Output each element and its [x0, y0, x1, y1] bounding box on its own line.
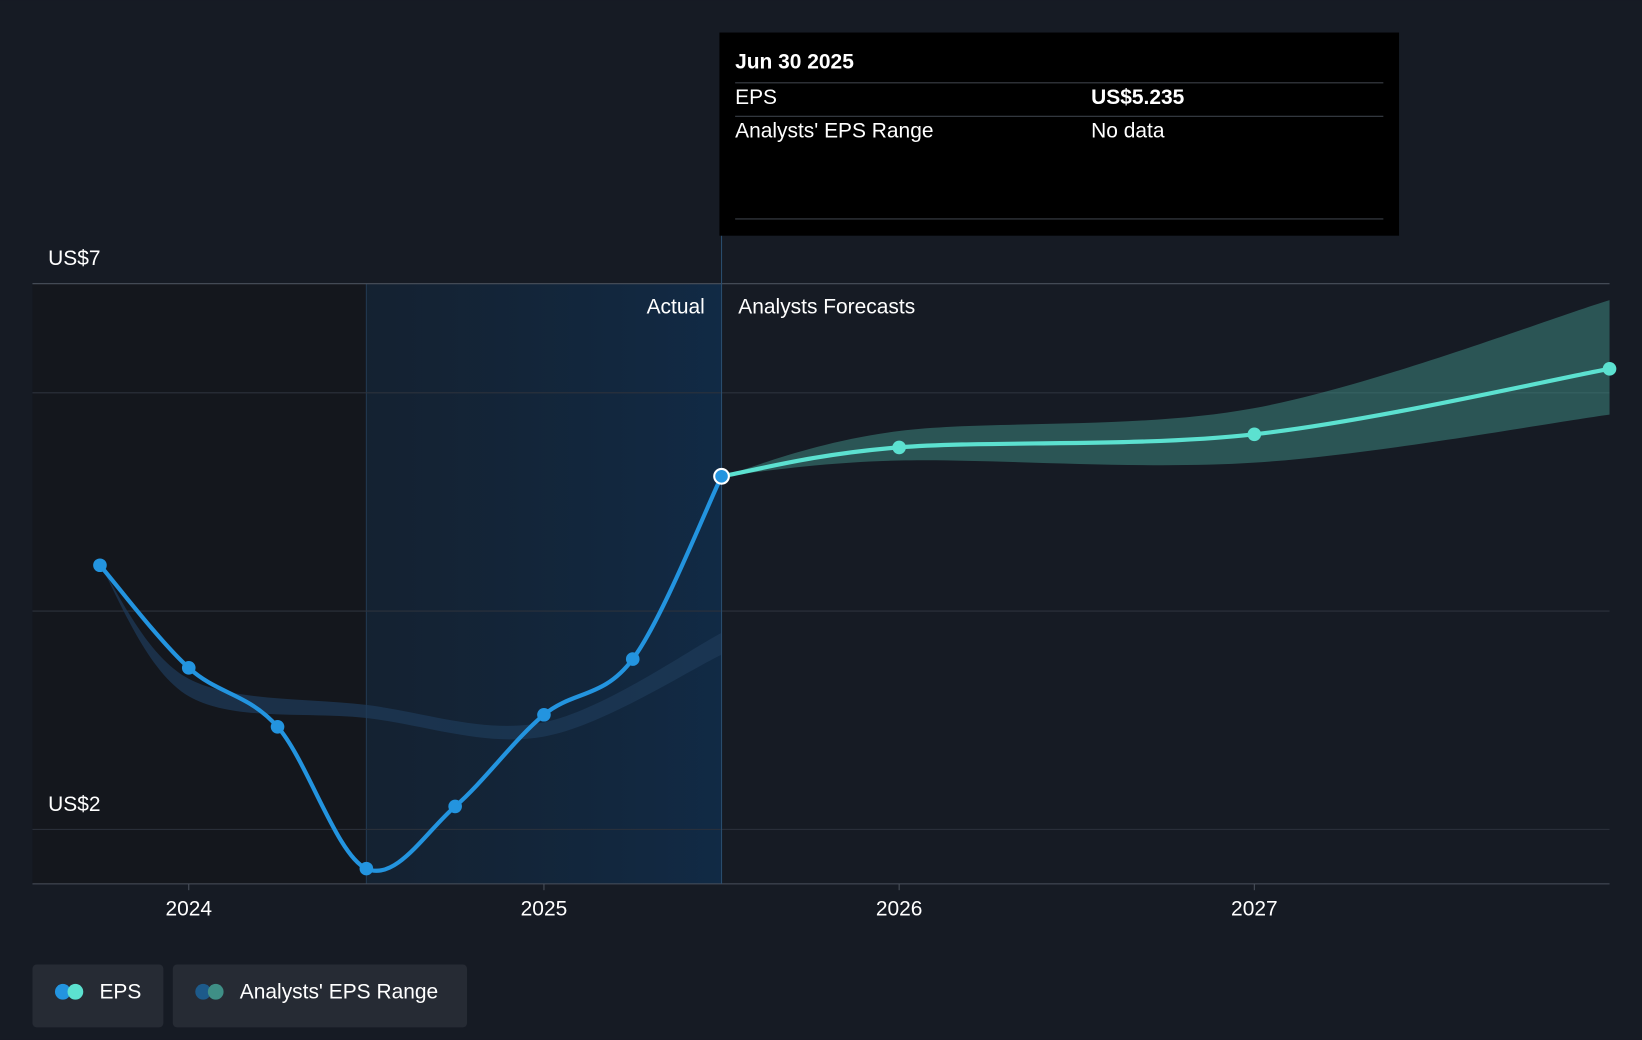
legend-item[interactable]: Analysts' EPS Range [172, 964, 468, 1028]
tooltip-value: No data [1091, 120, 1165, 143]
eps-forecast-point [1247, 427, 1262, 442]
eps-forecast-line [721, 366, 1610, 479]
y-tick-label: US$2 [48, 793, 100, 816]
legend-swatch [54, 983, 71, 1000]
tooltip-label: Analysts' EPS Range [735, 120, 933, 143]
eps-point [359, 861, 374, 876]
eps-point [448, 799, 462, 814]
y-tick-label: US$7 [48, 247, 100, 270]
legend-label: Analysts' EPS Range [240, 980, 438, 1003]
eps-point [537, 707, 551, 722]
x-tick-label: 2025 [521, 898, 568, 921]
legend-label: EPS [99, 980, 141, 1003]
legend-item[interactable]: EPS [32, 964, 164, 1028]
tooltip: Jun 30 2025 EPS US$5.235 Analysts' EPS Rang… [719, 32, 1400, 236]
legend-box [32, 964, 164, 1028]
x-tick-label: 2026 [876, 898, 923, 921]
eps-point [625, 652, 640, 666]
tooltip-label: EPS [735, 86, 777, 109]
eps-range-band [721, 300, 1610, 477]
tooltip-value: US$5.235 [1091, 86, 1184, 109]
legend-swatch [67, 983, 84, 1000]
tooltip-box [719, 32, 1400, 236]
legend-swatch [195, 983, 212, 1000]
legend-swatch [207, 983, 224, 1000]
x-tick-label: 2024 [165, 898, 212, 921]
eps-point [181, 661, 196, 675]
eps-forecast-point [1602, 362, 1617, 376]
eps-forecast-point [892, 440, 906, 455]
actual-period-shade [366, 283, 722, 884]
x-tick-label: 2027 [1231, 898, 1278, 921]
forecast-label: Analysts Forecasts [738, 295, 915, 318]
eps-point [270, 719, 285, 734]
eps-point [93, 558, 107, 573]
eps-point [713, 467, 730, 485]
legend-box [172, 964, 468, 1028]
tooltip-date: Jun 30 2025 [735, 50, 854, 73]
actual-label: Actual [647, 295, 705, 318]
